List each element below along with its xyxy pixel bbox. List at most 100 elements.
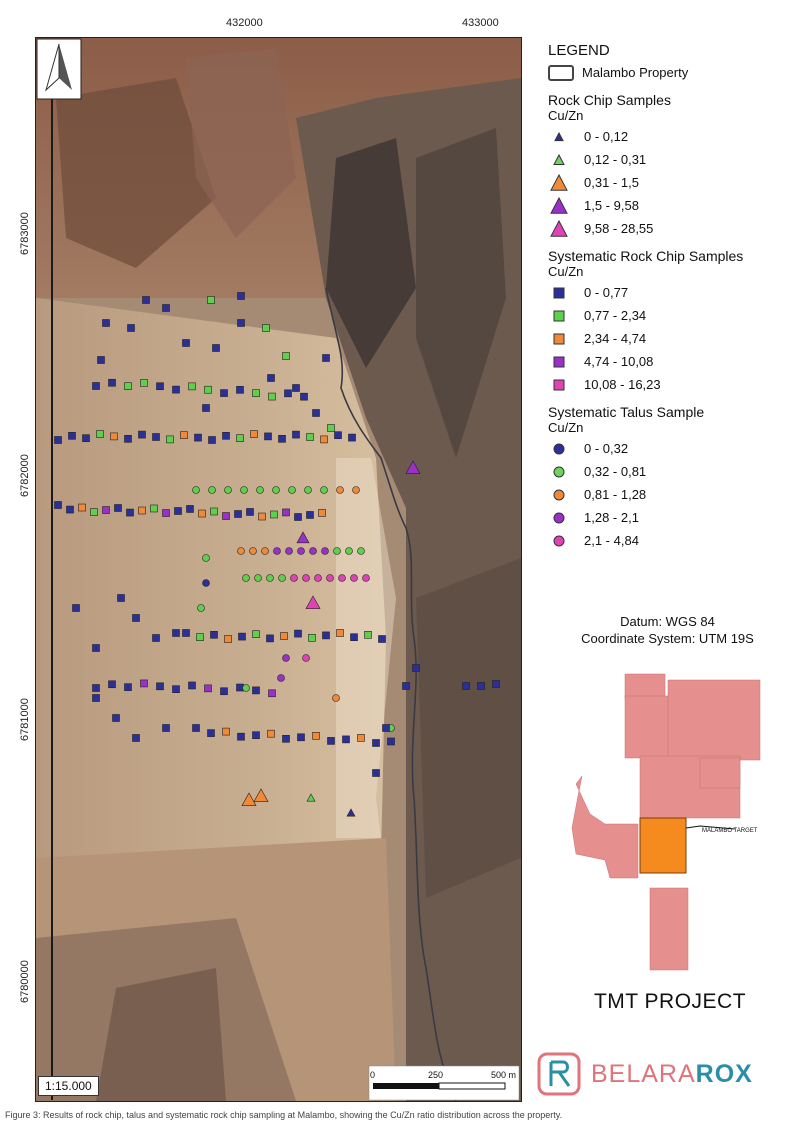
legend-item: 4,74 - 10,08 [548,350,793,373]
logo-text-part1: BELARA [591,1059,696,1088]
sample-point [194,433,202,442]
sample-point [306,433,314,441]
sample-point [240,486,248,494]
legend-item: 0 - 0,77 [548,281,793,304]
square-symbol-icon [548,352,570,372]
legend-group-unit: Cu/Zn [548,264,584,279]
sample-point [222,512,230,520]
sample-point [224,635,232,643]
inset-malambo-target [639,817,687,874]
y-tick-6780000: 6780000 [19,960,31,1003]
sample-point [320,435,328,444]
sample-point [102,319,110,327]
legend-group-unit: Cu/Zn [548,108,584,123]
sample-point [138,430,146,439]
sample-point [477,682,485,690]
sample-point [290,574,298,582]
property-outline-icon [548,64,574,81]
sample-point [162,724,170,732]
sample-point [202,579,210,587]
sample-point [132,614,140,622]
inset-map: MALAMBO TARGET [571,673,761,971]
circle-symbol-icon [548,508,570,528]
sample-point [138,506,146,515]
circle-symbol-icon [548,531,570,551]
sample-point [300,392,308,401]
sample-point [202,404,210,412]
sample-point [198,509,206,518]
sample-point [54,501,62,509]
legend-item-label: 10,08 - 16,23 [584,377,661,392]
sample-point [402,682,410,690]
map-frame: 0 250 500 m [35,37,522,1102]
sample-point [302,654,310,662]
sample-point [182,629,190,637]
sample-point [132,734,140,742]
inset-target-label: MALAMBO TARGET [702,828,758,834]
legend-item-label: 0,81 - 1,28 [584,487,647,502]
sample-point [210,630,218,639]
sample-point [140,679,148,688]
sample-point [152,433,160,441]
sample-point [236,386,244,394]
sample-point [258,512,266,521]
sample-point [352,486,360,494]
sample-point [362,574,370,582]
sample-point [192,724,200,732]
sample-point [282,508,290,517]
sample-point [124,683,132,691]
datum-line: Datum: WGS 84 [620,614,715,629]
sample-point [282,734,290,743]
sample-point [266,634,274,643]
sample-point [262,324,270,332]
sample-point [296,531,310,544]
sample-point [92,644,100,652]
figure-caption: Figure 3: Results of rock chip, talus an… [5,1110,563,1120]
square-symbol-icon [548,329,570,349]
sample-point [288,486,296,494]
sample-point [372,769,380,777]
logo-text: BELARAROX [591,1060,753,1089]
sample-point [327,737,335,745]
sample-point [117,594,125,602]
coordinate-system-line: Coordinate System: UTM 19S [581,631,754,646]
sample-point [246,508,254,516]
sample-point [140,379,148,387]
sample-point [234,510,242,518]
legend-groups: Rock Chip Samples Cu/Zn 0 - 0,12 0,12 - 0,3… [548,92,793,552]
legend-item-label: 0 - 0,77 [584,285,629,300]
sample-point [150,504,158,513]
legend-group-heading: Rock Chip Samples [548,92,671,108]
sample-point [204,684,212,693]
sample-point [322,631,330,640]
sample-point [314,574,322,582]
sample-point [192,486,200,494]
sample-point [297,547,305,555]
sample-point [350,633,358,642]
sample-point [162,304,170,312]
triangle-symbol-icon [548,127,570,147]
datum-info: Datum: WGS 84 Coordinate System: UTM 19S [560,613,775,647]
sample-point [297,733,305,742]
sample-point [266,574,274,582]
sample-point [174,507,182,515]
sample-point [304,486,312,494]
legend-item-label: 0,31 - 1,5 [584,175,639,190]
sample-point [318,509,326,517]
sample-point [241,792,257,806]
square-symbol-icon [548,306,570,326]
sample-point [336,629,344,637]
sample-point [124,382,132,390]
sample-point [66,505,74,514]
sample-point [220,687,228,696]
sample-point [166,435,174,444]
project-title: TMT PROJECT [593,990,747,1013]
sample-point [108,378,116,387]
legend-item-label: 0,12 - 0,31 [584,152,647,167]
triangle-symbol-icon [548,196,570,216]
sample-point [321,547,329,555]
sample-point [156,682,164,691]
sample-point [412,664,420,672]
legend-item: 0 - 0,32 [548,437,793,460]
terrain-fan [36,298,386,898]
